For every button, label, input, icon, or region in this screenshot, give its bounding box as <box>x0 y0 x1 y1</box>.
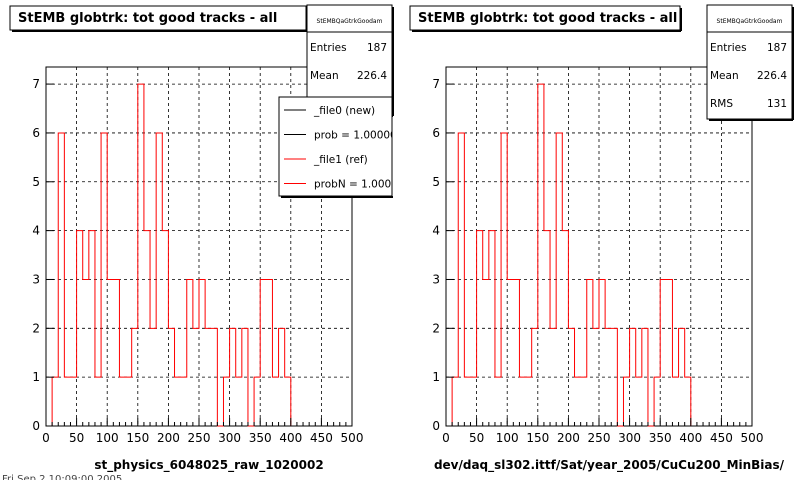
x-tick-label: 0 <box>442 431 450 445</box>
stats-value: 226.4 <box>357 70 387 82</box>
stats-header: StEMBQaGtrkGoodam <box>317 18 383 25</box>
histogram-series-line <box>446 83 692 427</box>
x-tick-label: 300 <box>218 431 241 445</box>
stats-label: Entries <box>710 42 747 54</box>
x-tick-label: 200 <box>157 431 180 445</box>
stats-header: StEMBQaGtrkGoodam <box>717 18 783 25</box>
x-tick-label: 350 <box>649 431 672 445</box>
chart-title: StEMB globtrk: tot good tracks - all <box>18 11 277 26</box>
y-tick-label: 1 <box>32 370 40 384</box>
legend-entry-label: probN = 1.000000 <box>314 179 411 191</box>
stats-value: 187 <box>767 42 787 54</box>
histogram-series-line <box>46 83 292 427</box>
x-axis-label: dev/daq_sl302.ittf/Sat/year_2005/CuCu200… <box>434 458 785 473</box>
x-tick-label: 150 <box>126 431 149 445</box>
legend-entry-label: prob = 1.000000 <box>314 130 403 142</box>
stats-box <box>706 4 793 120</box>
legend-entry-label: _file0 (new) <box>313 105 375 117</box>
title-box <box>9 5 307 31</box>
x-tick-label: 400 <box>679 431 702 445</box>
y-tick-label: 3 <box>32 272 40 286</box>
y-tick-label: 0 <box>32 419 40 433</box>
y-tick-label: 5 <box>32 175 40 189</box>
x-tick-label: 200 <box>557 431 580 445</box>
y-tick-label: 4 <box>432 224 440 238</box>
y-axis: 0 1 2 3 4 5 6 7 <box>432 77 454 433</box>
x-tick-label: 100 <box>96 431 119 445</box>
histogram-panel-2: 0 50 100 150 200 250 300 350 400 450 500 0 1 2 3 4 5 6 7 de… <box>409 4 794 473</box>
chart-title: StEMB globtrk: tot good tracks - all <box>418 11 677 26</box>
legend: _file0 (new) prob = 1.000000 _file1 (ref) p… <box>278 96 411 198</box>
stats-value: 187 <box>367 42 387 54</box>
x-tick-label: 150 <box>526 431 549 445</box>
stats-label: RMS <box>710 98 733 110</box>
footer-timestamp: Fri Sep 2 10:09:00 2005 <box>2 474 122 480</box>
y-tick-label: 5 <box>432 175 440 189</box>
y-tick-label: 7 <box>432 77 440 91</box>
stats-label: Mean <box>710 70 739 82</box>
stats-label: Mean <box>310 70 339 82</box>
stats-value: 226.4 <box>757 70 787 82</box>
y-tick-label: 4 <box>32 224 40 238</box>
y-axis: 0 1 2 3 4 5 6 7 <box>32 77 54 433</box>
x-tick-label: 500 <box>341 431 364 445</box>
x-tick-label: 300 <box>618 431 641 445</box>
x-tick-label: 50 <box>69 431 84 445</box>
x-tick-label: 100 <box>496 431 519 445</box>
x-tick-label: 400 <box>279 431 302 445</box>
x-tick-label: 500 <box>741 431 764 445</box>
y-tick-label: 2 <box>432 321 440 335</box>
y-tick-label: 0 <box>432 419 440 433</box>
plot-frame <box>445 66 753 427</box>
stats-value: 131 <box>767 98 787 110</box>
x-tick-label: 450 <box>310 431 333 445</box>
x-tick-label: 250 <box>188 431 211 445</box>
histogram-panel-1: 0 50 100 150 200 250 300 350 400 450 500 0 1 2 3 4 5 6 7 st… <box>9 4 411 473</box>
x-tick-label: 350 <box>249 431 272 445</box>
y-tick-label: 6 <box>432 126 440 140</box>
x-axis: 0 50 100 150 200 250 300 350 400 450 500 <box>42 418 363 445</box>
x-tick-label: 50 <box>469 431 484 445</box>
stats-label: Entries <box>310 42 347 54</box>
x-axis-label: st_physics_6048025_raw_1020002 <box>94 458 323 473</box>
x-axis: 0 50 100 150 200 250 300 350 400 450 500 <box>442 418 763 445</box>
x-tick-label: 0 <box>42 431 50 445</box>
y-tick-label: 3 <box>432 272 440 286</box>
legend-box <box>278 96 393 197</box>
x-tick-label: 250 <box>588 431 611 445</box>
y-tick-label: 7 <box>32 77 40 91</box>
legend-entry-label: _file1 (ref) <box>313 154 368 166</box>
y-tick-label: 6 <box>32 126 40 140</box>
grid <box>446 67 752 426</box>
x-tick-label: 450 <box>710 431 733 445</box>
y-tick-label: 2 <box>32 321 40 335</box>
y-tick-label: 1 <box>432 370 440 384</box>
